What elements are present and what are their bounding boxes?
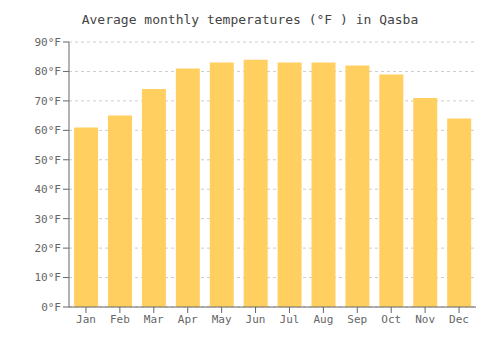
svg-text:0°F: 0°F: [41, 301, 61, 314]
svg-text:May: May: [212, 313, 232, 326]
svg-text:Apr: Apr: [178, 313, 198, 326]
svg-text:Jun: Jun: [246, 313, 266, 326]
svg-text:70°F: 70°F: [35, 95, 62, 108]
svg-text:60°F: 60°F: [35, 124, 62, 137]
svg-text:Mar: Mar: [144, 313, 164, 326]
svg-text:Jan: Jan: [76, 313, 96, 326]
svg-text:40°F: 40°F: [35, 183, 62, 196]
svg-text:90°F: 90°F: [35, 36, 62, 49]
svg-text:10°F: 10°F: [35, 271, 62, 284]
svg-text:Feb: Feb: [110, 313, 130, 326]
svg-text:Dec: Dec: [449, 313, 469, 326]
svg-text:Oct: Oct: [381, 313, 401, 326]
svg-text:20°F: 20°F: [35, 242, 62, 255]
svg-text:Jul: Jul: [280, 313, 300, 326]
svg-text:Nov: Nov: [415, 313, 435, 326]
svg-text:Aug: Aug: [313, 313, 333, 326]
svg-text:30°F: 30°F: [35, 213, 62, 226]
svg-text:Sep: Sep: [347, 313, 367, 326]
svg-text:50°F: 50°F: [35, 154, 62, 167]
html-text:Average monthly temperatures (: Average monthly temperatures (°F ) in Qa…: [81, 12, 419, 27]
svg-text:80°F: 80°F: [35, 65, 62, 78]
